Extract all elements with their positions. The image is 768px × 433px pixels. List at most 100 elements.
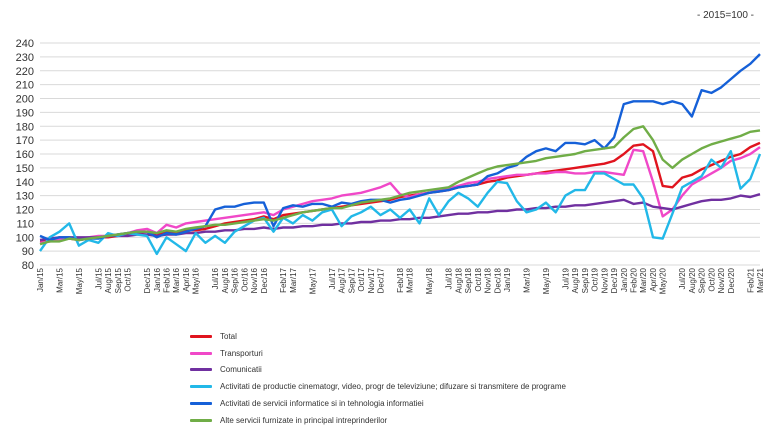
- x-tick-label: Nov/19: [600, 267, 609, 293]
- x-tick-label: Jan/15: [36, 267, 45, 292]
- legend-swatch: [190, 385, 212, 389]
- x-tick-label: Dec/16: [260, 267, 269, 293]
- legend-label: Activitati de productie cinematogr, vide…: [220, 382, 566, 392]
- y-tick-label: 100: [16, 232, 34, 244]
- x-tick-label: May/15: [75, 267, 84, 294]
- x-tick-label: Feb/17: [279, 267, 288, 292]
- x-tick-label: May/20: [659, 267, 668, 294]
- x-tick-label: Mar/16: [172, 267, 181, 292]
- x-tick-label: Aug/17: [338, 267, 347, 293]
- legend-label: Comunicatii: [220, 365, 262, 375]
- x-tick-label: Mar/20: [639, 267, 648, 292]
- x-tick-label: Dec/20: [727, 267, 736, 293]
- x-tick-label: Sep/16: [231, 267, 240, 293]
- x-tick-label: Mar/19: [522, 267, 531, 292]
- y-tick-label: 130: [16, 191, 34, 203]
- index-base-note: - 2015=100 -: [697, 10, 754, 21]
- y-tick-label: 90: [22, 246, 34, 258]
- legend-item-2: Comunicatii: [190, 362, 566, 379]
- series-line-3: [39, 150, 762, 256]
- x-tick-label: Sep/18: [464, 267, 473, 293]
- legend-item-4: Activitati de servicii informatice si in…: [190, 395, 566, 412]
- y-tick-label: 80: [22, 260, 34, 272]
- x-tick-label: Sep/17: [347, 267, 356, 293]
- x-tick-label: Jul/19: [561, 267, 570, 289]
- x-tick-label: Aug/20: [688, 267, 697, 293]
- x-tick-label: Oct/16: [240, 267, 249, 291]
- legend-swatch: [190, 334, 212, 338]
- y-tick-label: 150: [16, 163, 34, 175]
- series-line-4: [39, 53, 761, 242]
- x-tick-label: Nov/18: [484, 267, 493, 293]
- x-tick-label: Dec/19: [610, 267, 619, 293]
- x-tick-label: Aug/15: [104, 267, 113, 293]
- x-tick-label: Feb/16: [162, 267, 171, 292]
- x-tick-label: Mar/15: [55, 267, 64, 292]
- y-tick-label: 230: [16, 52, 34, 64]
- x-tick-label: Oct/15: [124, 267, 133, 291]
- y-tick-label: 240: [16, 38, 34, 50]
- x-tick-label: Mar/18: [406, 267, 415, 292]
- x-tick-label: Dec/18: [493, 267, 502, 293]
- x-tick-label: Oct/20: [707, 267, 716, 291]
- x-tick-label: Aug/19: [571, 267, 580, 293]
- x-tick-label: Dec/15: [143, 267, 152, 293]
- legend-swatch: [190, 368, 212, 372]
- series-lines: [39, 53, 762, 256]
- x-tick-label: Nov/17: [367, 267, 376, 293]
- x-tick-label: May/18: [425, 267, 434, 294]
- x-tick-label: Oct/19: [591, 267, 600, 291]
- y-tick-label: 120: [16, 205, 34, 217]
- x-tick-label: Jul/17: [328, 267, 337, 289]
- legend: Total Transporturi Comunicatii Activitati d…: [190, 328, 566, 429]
- x-tick-label: Jul/20: [678, 267, 687, 289]
- x-tick-label: Feb/20: [630, 267, 639, 292]
- y-tick-label: 190: [16, 107, 34, 119]
- y-tick-label: 140: [16, 177, 34, 189]
- x-tick-label: Apr/20: [649, 267, 658, 291]
- y-tick-label: 180: [16, 121, 34, 133]
- x-tick-label: Nov/20: [717, 267, 726, 293]
- legend-item-3: Activitati de productie cinematogr, vide…: [190, 378, 566, 395]
- x-tick-label: Oct/18: [474, 267, 483, 291]
- series-line-5: [39, 125, 761, 246]
- series-line-0: [40, 141, 761, 243]
- y-tick-label: 220: [16, 66, 34, 78]
- series-line-1: [39, 146, 761, 244]
- legend-label: Activitati de servicii informatice si in…: [220, 399, 424, 409]
- x-tick-label: Oct/17: [357, 267, 366, 291]
- x-tick-label: Feb/21: [746, 267, 755, 292]
- y-tick-label: 110: [16, 218, 34, 230]
- legend-label: Total: [220, 331, 237, 341]
- x-tick-label: Aug/18: [454, 267, 463, 293]
- legend-swatch: [190, 351, 212, 355]
- x-tick-label: May/16: [192, 267, 201, 294]
- x-tick-label: Nov/16: [250, 267, 259, 293]
- y-tick-label: 160: [16, 149, 34, 161]
- legend-label: Alte servicii furnizate in principal int…: [220, 415, 388, 425]
- x-tick-label: May/19: [542, 267, 551, 294]
- x-tick-label: Sep/20: [698, 267, 707, 293]
- x-tick-label: Mar/17: [289, 267, 298, 292]
- x-tick-label: Sep/15: [114, 267, 123, 293]
- x-tick-label: Jul/15: [94, 267, 103, 289]
- x-tick-label: May/17: [308, 267, 317, 294]
- x-tick-label: Jul/16: [211, 267, 220, 289]
- legend-swatch: [190, 418, 212, 422]
- x-tick-label: Jul/18: [445, 267, 454, 289]
- x-tick-label: Feb/18: [396, 267, 405, 292]
- x-tick-label: Jan/16: [153, 267, 162, 292]
- y-tick-label: 210: [16, 80, 34, 92]
- x-tick-label: Jan/19: [503, 267, 512, 292]
- y-tick-label: 200: [16, 94, 34, 106]
- legend-item-1: Transporturi: [190, 345, 566, 362]
- legend-item-5: Alte servicii furnizate in principal int…: [190, 412, 566, 429]
- x-axis: Jan/15 Mar/15 May/15 Jul/15 Aug/15 Sep/15 Oct/…: [36, 267, 765, 294]
- x-tick-label: Sep/19: [581, 267, 590, 293]
- x-tick-label: Aug/16: [221, 267, 230, 293]
- y-tick-label: 170: [16, 135, 34, 147]
- legend-swatch: [190, 402, 212, 406]
- x-tick-label: Jan/20: [620, 267, 629, 292]
